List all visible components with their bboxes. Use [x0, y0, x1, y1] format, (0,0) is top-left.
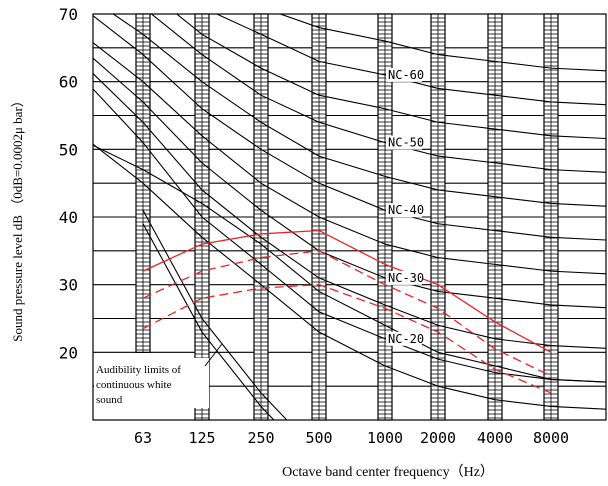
nc-curve [93, 88, 606, 383]
y-tick-label: 20 [59, 343, 78, 362]
nc-label-bg [386, 67, 422, 82]
nc-curve [93, 73, 606, 349]
y-tick-label: 60 [59, 73, 78, 92]
nc-curve [93, 144, 606, 383]
x-axis-label: Octave band center frequency（Hz） [282, 464, 494, 480]
measured-spectra [142, 229, 552, 394]
nc-curve-labels: NC-20 NC-30 NC-40 NC-50 NC-60 [386, 67, 424, 346]
x-tick-label: 8000 [533, 429, 569, 447]
spectrum-line [142, 229, 552, 353]
annotation-line: Audibility limits of [96, 364, 181, 376]
nc-label: NC-50 [388, 136, 424, 150]
nc-curve-lines [93, 14, 606, 410]
y-tick-label: 50 [59, 140, 78, 159]
audibility-curve [142, 209, 288, 420]
nc-label-bg [386, 135, 422, 150]
y-tick-label: 70 [59, 5, 78, 24]
y-tick-labels: 20 30 40 50 60 70 [59, 5, 78, 362]
y-tick-label: 40 [59, 208, 78, 227]
octave-band-column [253, 13, 269, 421]
y-tick-label: 30 [59, 276, 78, 295]
nc-curve [112, 14, 606, 207]
nc-curve [150, 14, 606, 173]
nc-curve [93, 143, 606, 410]
annotation-line: continuous white [96, 379, 172, 391]
annotation-line: sound [96, 394, 123, 406]
x-tick-label: 500 [305, 429, 332, 447]
audibility-limit-curves [142, 209, 288, 420]
octave-band-column [543, 13, 559, 421]
x-tick-label: 125 [188, 429, 215, 447]
nc-label-bg [386, 203, 422, 218]
octave-band-column [430, 13, 446, 421]
nc-curve [93, 57, 606, 309]
octave-band-column [487, 13, 503, 421]
annotation-leader [204, 343, 223, 367]
nc-label-bg [386, 270, 422, 285]
x-tick-label: 1000 [367, 429, 403, 447]
nc-label: NC-60 [388, 68, 424, 82]
audibility-annotation: Audibility limits of continuous white soun… [94, 343, 223, 408]
nc-label: NC-20 [388, 332, 424, 346]
nc-curve [175, 14, 606, 140]
nc-curve [278, 14, 606, 72]
x-tick-label: 4000 [477, 429, 513, 447]
x-tick-labels: 63 125 250 500 1000 2000 4000 8000 [134, 429, 569, 447]
y-axis-label: Sound pressure level dB （0dB=0.0002μ bar… [10, 94, 25, 342]
x-tick-label: 250 [247, 429, 274, 447]
x-tick-label: 2000 [420, 429, 456, 447]
spectrum-line [142, 284, 552, 394]
nc-label-bg [386, 331, 422, 346]
spectrum-line [142, 250, 552, 377]
nc-label: NC-40 [388, 203, 424, 217]
nc-label: NC-30 [388, 271, 424, 285]
annotation-bg [94, 358, 209, 408]
nc-curve [93, 15, 606, 241]
nc-curve [93, 42, 606, 275]
audibility-curve [142, 223, 275, 420]
x-tick-label: 63 [134, 429, 152, 447]
nc-curve [215, 14, 606, 106]
